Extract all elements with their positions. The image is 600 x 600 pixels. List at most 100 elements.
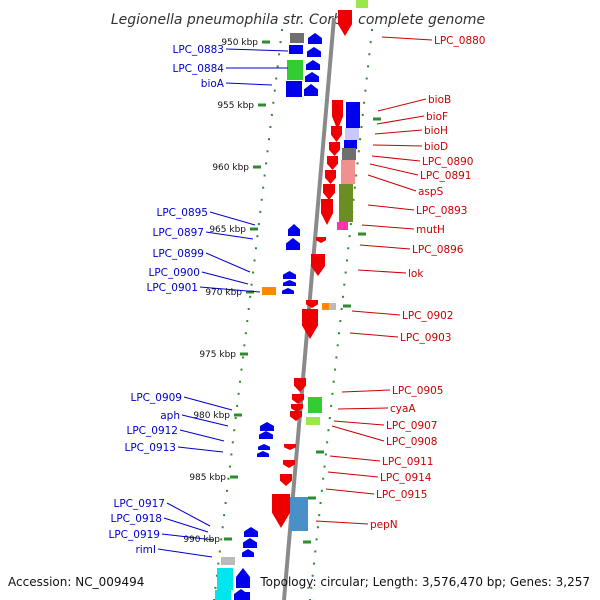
guide-dot <box>257 223 260 226</box>
gene-label-aph: aph <box>160 410 180 422</box>
label-leader <box>201 271 249 285</box>
guide-dot <box>217 562 220 565</box>
reverse-gene-arrow <box>316 237 326 243</box>
forward-gene-arrow <box>306 60 320 70</box>
guide-dot <box>363 101 366 104</box>
gene-block <box>215 590 231 600</box>
reverse-gene-arrow <box>291 404 303 412</box>
guide-dot <box>281 29 283 31</box>
guide-dot <box>320 489 323 492</box>
reverse-gene-arrow <box>283 460 295 468</box>
guide-dot <box>267 138 270 141</box>
label-leader <box>161 533 215 541</box>
gene-block <box>262 287 276 295</box>
label-leader <box>225 82 273 86</box>
guide-dot <box>316 526 319 529</box>
guide-dot <box>326 441 329 444</box>
guide-dot <box>348 235 351 238</box>
label-leader <box>371 155 421 162</box>
guide-dot <box>260 198 263 201</box>
guide-dot <box>349 223 352 226</box>
forward-gene-arrow <box>307 47 321 57</box>
gene-label-lpc_0908: LPC_0908 <box>386 436 438 448</box>
gene-block <box>337 222 348 230</box>
label-leader <box>325 488 375 495</box>
reverse-gene-arrow <box>331 126 342 142</box>
forward-gene-arrow <box>243 538 257 548</box>
gene-label-lpc_0890: LPC_0890 <box>422 156 474 168</box>
guide-dot <box>347 247 350 250</box>
gene-block <box>306 417 320 425</box>
reverse-gene-arrow <box>329 142 340 156</box>
accession-text: Accession: NC_009494 <box>8 575 144 589</box>
label-leader <box>225 48 289 52</box>
guide-dot <box>215 574 218 577</box>
guide-dot <box>327 429 330 432</box>
reverse-gene-arrow <box>306 300 318 308</box>
label-leader <box>351 310 401 316</box>
guide-dot <box>314 550 317 553</box>
gene-block <box>287 60 303 80</box>
label-leader <box>166 502 211 527</box>
label-leader <box>357 269 407 274</box>
label-leader <box>327 471 379 478</box>
label-leader <box>199 286 261 293</box>
gene-label-lpc_0911: LPC_0911 <box>382 456 434 468</box>
gene-label-lpc_0912: LPC_0912 <box>127 425 179 437</box>
guide-dot <box>224 501 227 504</box>
gene-block <box>341 160 355 184</box>
guide-dot <box>319 501 322 504</box>
gene-block <box>322 303 329 310</box>
gene-label-lpc_0897: LPC_0897 <box>153 227 205 239</box>
forward-gene-arrow <box>282 288 294 294</box>
guide-dot <box>341 295 344 298</box>
guide-dot <box>357 150 360 153</box>
reverse-gene-arrow <box>332 100 343 130</box>
guide-dot <box>230 453 233 456</box>
guide-dot <box>279 41 282 44</box>
guide-dot <box>247 307 250 310</box>
gene-label-asps: aspS <box>418 186 444 198</box>
reverse-gene-arrow <box>338 10 352 36</box>
guide-dot <box>234 417 237 420</box>
gene-block <box>346 102 360 128</box>
guide-dot <box>237 392 240 395</box>
guide-dot <box>315 538 318 541</box>
guide-dot <box>244 332 247 335</box>
label-leader <box>337 407 389 410</box>
guide-dot <box>259 210 262 213</box>
gene-label-lpc_0907: LPC_0907 <box>386 420 438 432</box>
guide-dot <box>252 271 255 274</box>
forward-gene-arrow <box>257 451 269 457</box>
gene-label-biof: bioF <box>426 111 448 123</box>
guide-dot <box>278 53 281 56</box>
label-leader <box>157 548 213 558</box>
tick-label: 975 kbp <box>199 350 236 360</box>
reverse-gene-arrow <box>294 378 306 392</box>
topology-text: Topology: circular; Length: 3,576,470 bp… <box>259 575 590 589</box>
label-leader <box>374 129 423 135</box>
gene-label-lok: lok <box>408 268 424 280</box>
guide-dot <box>275 77 278 80</box>
gene-block <box>329 303 336 310</box>
gene-label-biob: bioB <box>428 94 451 106</box>
label-leader <box>333 420 385 426</box>
label-leader <box>177 446 224 453</box>
guide-dot <box>241 356 244 359</box>
label-leader <box>205 252 251 273</box>
gene-block <box>342 148 356 160</box>
guide-dot <box>369 41 372 44</box>
guide-dot <box>355 174 358 177</box>
guide-dot <box>233 429 236 432</box>
label-leader <box>359 244 411 250</box>
gene-label-cyaa: cyaA <box>390 403 416 415</box>
gene-label-pepn: pepN <box>370 519 398 531</box>
guide-dot <box>231 441 234 444</box>
guide-dot <box>218 550 221 553</box>
gene-label-bioh: bioH <box>424 125 448 137</box>
guide-dot <box>270 113 273 116</box>
gene-label-lpc_0896: LPC_0896 <box>412 244 464 256</box>
gene-label-lpc_0901: LPC_0901 <box>147 282 199 294</box>
gene-block <box>289 45 303 54</box>
tick-label: 990 kbp <box>183 535 220 545</box>
